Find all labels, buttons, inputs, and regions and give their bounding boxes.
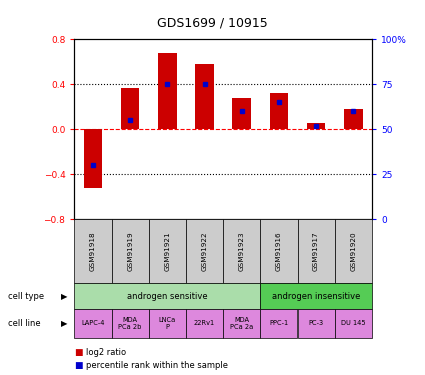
- Text: MDA
PCa 2b: MDA PCa 2b: [119, 317, 142, 330]
- Bar: [121, 88, 139, 129]
- Text: log2 ratio: log2 ratio: [86, 348, 126, 357]
- Bar: [195, 64, 214, 129]
- Text: MDA
PCa 2a: MDA PCa 2a: [230, 317, 253, 330]
- Text: PC-3: PC-3: [309, 320, 324, 326]
- Text: GSM91920: GSM91920: [350, 231, 356, 271]
- Bar: [344, 109, 363, 129]
- Text: GSM91922: GSM91922: [201, 231, 207, 271]
- Bar: [269, 93, 288, 129]
- Text: ▶: ▶: [61, 292, 68, 301]
- Text: ■: ■: [74, 361, 83, 370]
- Bar: [84, 129, 102, 188]
- Text: androgen insensitive: androgen insensitive: [272, 292, 360, 301]
- Text: GSM91919: GSM91919: [127, 231, 133, 271]
- Bar: [307, 123, 326, 129]
- Text: cell line: cell line: [8, 319, 41, 328]
- Text: percentile rank within the sample: percentile rank within the sample: [86, 361, 228, 370]
- Text: 22Rv1: 22Rv1: [194, 320, 215, 326]
- Text: GSM91918: GSM91918: [90, 231, 96, 271]
- Text: GSM91917: GSM91917: [313, 231, 319, 271]
- Text: PPC-1: PPC-1: [269, 320, 289, 326]
- Bar: [158, 53, 177, 129]
- Text: GSM91921: GSM91921: [164, 231, 170, 271]
- Text: ▶: ▶: [61, 319, 68, 328]
- Text: ■: ■: [74, 348, 83, 357]
- Text: DU 145: DU 145: [341, 320, 366, 326]
- Text: LNCa
P: LNCa P: [159, 317, 176, 330]
- Bar: [232, 98, 251, 129]
- Text: GSM91923: GSM91923: [239, 231, 245, 271]
- Text: GSM91916: GSM91916: [276, 231, 282, 271]
- Text: androgen sensitive: androgen sensitive: [127, 292, 208, 301]
- Text: GDS1699 / 10915: GDS1699 / 10915: [157, 17, 268, 30]
- Text: LAPC-4: LAPC-4: [81, 320, 105, 326]
- Text: cell type: cell type: [8, 292, 45, 301]
